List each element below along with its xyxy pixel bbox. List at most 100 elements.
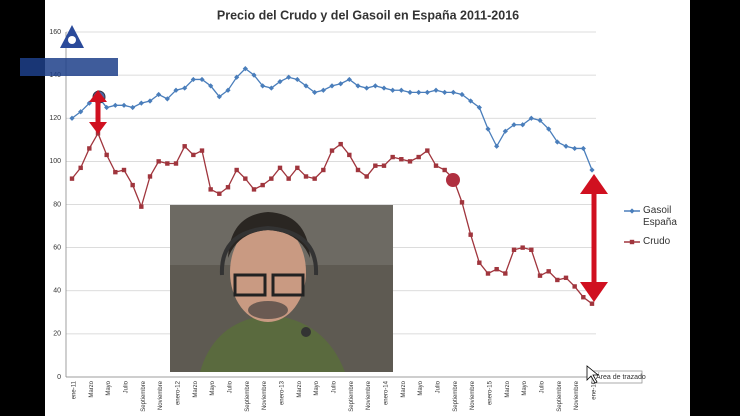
point (165, 161, 170, 166)
point (139, 204, 144, 209)
point (277, 165, 283, 171)
point (416, 154, 421, 160)
y-tick-label: 120 (49, 115, 61, 122)
x-tick-label: ene-16 (592, 380, 598, 399)
point (312, 176, 317, 181)
point (338, 81, 344, 87)
point (537, 273, 543, 278)
point (112, 102, 118, 108)
point (399, 157, 404, 162)
point (529, 247, 534, 252)
point (294, 76, 300, 83)
point (295, 165, 300, 171)
point (373, 163, 378, 168)
point (303, 174, 309, 179)
point (589, 301, 595, 306)
point (546, 126, 552, 132)
point (468, 98, 474, 104)
point (286, 74, 292, 80)
x-tick-label: Julio (228, 380, 234, 393)
point (407, 159, 413, 164)
x-tick-label: Noviembre (366, 380, 372, 410)
point (320, 87, 326, 93)
point (580, 145, 586, 152)
point (286, 176, 291, 181)
point (269, 176, 274, 181)
x-tick-label: Noviembre (158, 380, 164, 410)
y-tick-label: 0 (57, 374, 61, 381)
point (390, 154, 395, 160)
point (589, 167, 595, 173)
point (459, 200, 465, 205)
point (156, 91, 162, 98)
point (191, 152, 196, 158)
point (199, 76, 205, 83)
x-tick-label: Julio (332, 380, 338, 393)
point (199, 148, 205, 153)
point (485, 126, 491, 132)
annotation-arrows (89, 90, 608, 302)
point (78, 165, 83, 171)
point (130, 182, 135, 188)
point (69, 115, 75, 121)
point (459, 91, 465, 98)
x-tick-label: Septiembre (557, 380, 563, 411)
y-tick-label: 80 (53, 201, 61, 208)
point (416, 89, 422, 95)
point (260, 83, 266, 89)
x-tick-label: Marzo (193, 380, 199, 397)
point (502, 128, 508, 134)
point (503, 271, 508, 276)
point (251, 187, 257, 192)
point (563, 275, 569, 281)
x-tick-label: Mayo (106, 380, 112, 395)
point (225, 87, 231, 93)
x-tick-label: Mayo (210, 380, 216, 395)
point (251, 72, 257, 78)
point (69, 176, 75, 181)
point (173, 87, 179, 93)
x-tick-label: enero-12 (176, 380, 182, 405)
y-tick-label: 100 (49, 158, 61, 165)
y-tick-label: 40 (53, 288, 61, 295)
x-tick-label: Mayo (522, 380, 528, 395)
point (442, 89, 448, 95)
point (511, 247, 517, 252)
x-tick-label: enero-13 (280, 380, 286, 405)
point (217, 191, 222, 196)
y-tick-label: 60 (53, 244, 61, 251)
x-tick-label: Noviembre (574, 380, 580, 410)
point (234, 167, 239, 173)
point (425, 148, 430, 153)
point (546, 269, 551, 274)
chart-title: Precio del Crudo y del Gasoil en España … (217, 8, 519, 22)
point (104, 152, 109, 158)
point (537, 117, 543, 124)
point (554, 139, 560, 145)
point (581, 295, 586, 300)
point (182, 144, 187, 149)
point (243, 176, 248, 181)
x-tick-label: Marzo (401, 380, 407, 397)
point (268, 85, 274, 91)
x-tick-label: Mayo (418, 380, 424, 395)
point (528, 115, 534, 121)
point (104, 104, 110, 111)
point (563, 143, 569, 149)
point (234, 74, 240, 80)
point (225, 185, 231, 190)
point (390, 87, 396, 93)
point (208, 83, 214, 89)
point (216, 94, 222, 100)
point (329, 148, 335, 153)
x-tick-label: Noviembre (470, 380, 476, 410)
point (156, 159, 161, 164)
point (442, 167, 447, 173)
point (572, 284, 577, 289)
point (476, 104, 482, 111)
point (372, 83, 378, 89)
point (468, 232, 473, 237)
x-tick-label: Julio (124, 380, 130, 393)
point (485, 271, 491, 276)
point (113, 169, 118, 175)
